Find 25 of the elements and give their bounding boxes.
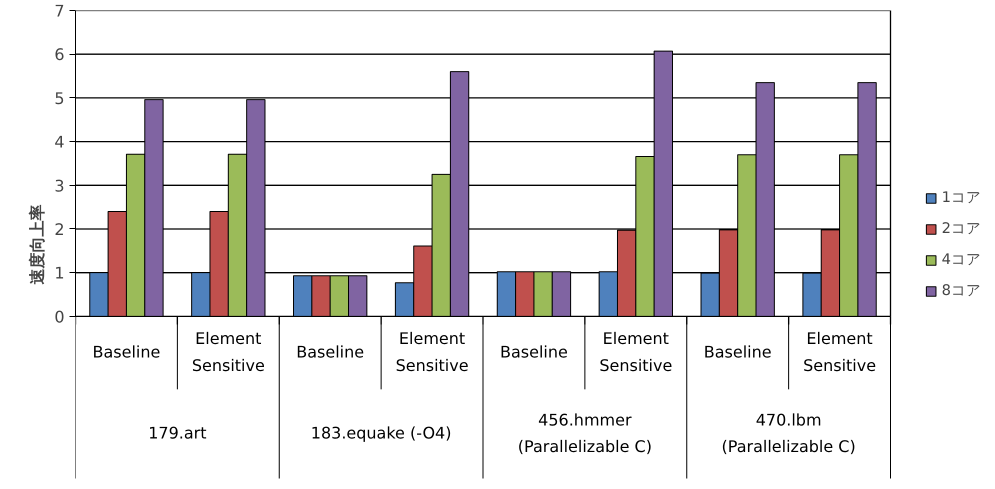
y-tick-label: 4 [54,132,65,152]
legend-label: 2コア [942,219,981,238]
legend-label: 4コア [942,250,981,269]
text: 470.lbm (Parallelizable C) [722,410,856,456]
x-tick-label: Baseline [500,342,568,362]
text: 183.equake (-O4) [310,424,452,443]
x-tick-label: Baseline [92,342,160,362]
y-tick-label: 0 [54,307,65,326]
x-tick-label: Baseline [704,342,772,362]
x-tick-label: Baseline [296,342,364,362]
text: 456.hmmer (Parallelizable C) [518,410,652,456]
x-tick-label: Element Sensitive [803,329,876,375]
y-tick-label: 1 [54,264,65,283]
x-tick-label: Element Sensitive [396,329,469,375]
legend-label: 1コア [942,188,981,207]
x-tick-label: Element Sensitive [599,329,672,375]
y-axis-title: 速度向上率 [27,204,46,284]
x-tick-label: Element Sensitive [192,329,265,375]
y-tick-label: 6 [54,45,65,64]
y-tick-label: 5 [54,88,65,108]
y-tick-label: 7 [54,2,65,20]
y-tick-label: 3 [54,176,65,196]
legend-label: 8コア [942,281,981,300]
text: 179.art [148,424,207,443]
y-tick-label: 2 [54,220,65,239]
